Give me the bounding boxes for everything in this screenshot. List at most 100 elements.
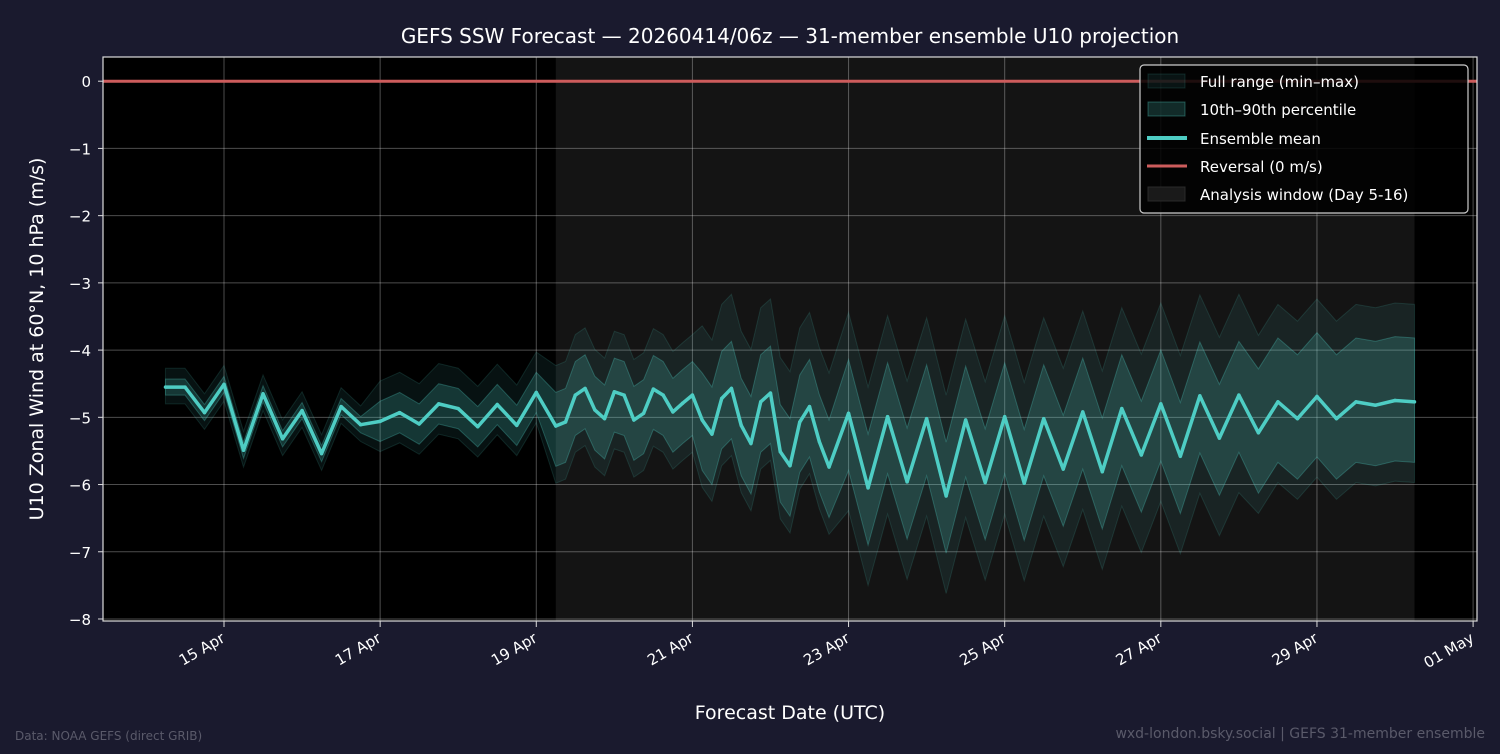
mean-point — [280, 437, 285, 441]
mean-point — [593, 408, 597, 412]
mean-point — [573, 393, 578, 397]
mean-point — [417, 422, 421, 426]
legend-label-mean: Ensemble mean — [1200, 130, 1321, 148]
mean-point — [397, 410, 402, 415]
mean-point — [1159, 402, 1163, 406]
mean-point — [866, 486, 870, 490]
full-range-band — [164, 293, 1416, 594]
mean-point — [680, 401, 685, 405]
mean-point — [1315, 394, 1319, 399]
mean-point — [1198, 394, 1202, 398]
mean-point — [1081, 410, 1085, 414]
mean-point — [1354, 400, 1358, 404]
plot-frame — [102, 56, 1478, 622]
legend-label-range: Full range (min–max) — [1200, 73, 1359, 91]
mean-point — [788, 464, 792, 468]
mean-point — [661, 393, 665, 397]
mean-point — [719, 396, 724, 401]
mean-point — [768, 391, 773, 395]
mean-point — [651, 387, 656, 391]
mean-point — [1276, 400, 1280, 404]
mean-point — [456, 406, 460, 411]
mean-point — [222, 382, 226, 387]
y-tick-label: 0 — [81, 73, 91, 91]
mean-point — [729, 386, 734, 391]
mean-point — [798, 420, 802, 424]
mean-point — [602, 416, 607, 421]
legend-swatch-percentile — [1147, 101, 1186, 117]
mean-point — [759, 400, 763, 404]
legend-swatch-range — [1147, 73, 1186, 89]
mean-point — [846, 411, 851, 415]
mean-point — [495, 402, 499, 407]
mean-point — [739, 423, 743, 428]
mean-point — [163, 385, 168, 389]
mean-point — [1256, 431, 1261, 435]
y-tick-label: −2 — [69, 208, 91, 226]
chart-title: GEFS SSW Forecast — 20260414/06z — 31-me… — [401, 24, 1179, 48]
y-tick-label: −7 — [69, 544, 91, 562]
mean-point — [905, 480, 909, 484]
mean-point — [1042, 416, 1046, 421]
mean-point — [476, 425, 480, 429]
mean-point — [944, 494, 948, 498]
y-tick-label: −4 — [69, 342, 91, 360]
mean-point — [963, 418, 968, 422]
y-tick-label: −5 — [69, 409, 91, 427]
mean-point — [202, 410, 207, 415]
legend: Full range (min–max) 10th–90th percentil… — [1139, 64, 1469, 214]
mean-point — [1393, 398, 1397, 403]
mean-point — [807, 404, 812, 409]
mean-points — [163, 382, 1417, 498]
grid — [103, 57, 1477, 621]
mean-point — [1120, 406, 1124, 411]
mean-point — [700, 418, 704, 422]
legend-swatch-analysis-window — [1147, 186, 1186, 202]
data-source-note: Data: NOAA GEFS (direct GRIB) — [15, 729, 202, 743]
mean-point — [339, 404, 343, 409]
x-axis-label: Forecast Date (UTC) — [695, 702, 885, 724]
mean-point — [300, 408, 304, 413]
mean-point — [924, 416, 929, 421]
mean-point — [641, 411, 646, 415]
mean-point — [983, 480, 987, 485]
mean-point — [1022, 481, 1026, 485]
mean-point — [1334, 416, 1339, 421]
y-tick-label: −6 — [69, 477, 91, 495]
mean-point — [1217, 436, 1222, 440]
mean-point — [1061, 467, 1065, 471]
legend-box — [1139, 64, 1469, 214]
y-tick-label: −8 — [69, 611, 91, 629]
mean-point — [378, 419, 382, 424]
legend-label-percentile: 10th–90th percentile — [1200, 101, 1356, 119]
mean-point — [1373, 403, 1378, 407]
mean-point — [827, 465, 831, 469]
y-tick-label: −3 — [69, 275, 91, 293]
legend-label-reversal: Reversal (0 m/s) — [1200, 158, 1323, 176]
percentile-band — [164, 331, 1416, 554]
credit-note: wxd-london.bsky.social | GEFS 31-member … — [1115, 726, 1485, 742]
mean-point — [261, 392, 265, 396]
mean-point — [885, 414, 890, 419]
mean-point — [241, 448, 246, 452]
mean-point — [1139, 453, 1144, 457]
mean-point — [563, 420, 568, 424]
mean-point — [436, 402, 441, 406]
mean-point — [554, 424, 558, 428]
mean-point — [358, 423, 363, 427]
mean-point — [1178, 454, 1183, 459]
mean-point — [319, 451, 324, 456]
mean-point — [622, 393, 626, 397]
y-tick-label: −1 — [69, 140, 91, 158]
mean-point — [534, 390, 538, 395]
mean-point — [1100, 470, 1104, 474]
mean-point — [632, 418, 636, 422]
mean-point — [583, 386, 587, 391]
mean-point — [690, 393, 695, 397]
y-axis-label: U10 Zonal Wind at 60°N, 10 hPa (m/s) — [26, 158, 48, 521]
y-axis: 0 −1 −2 −3 −4 −5 −6 −7 −8 — [69, 73, 103, 629]
mean-point — [710, 432, 714, 436]
mean-point — [1237, 393, 1241, 397]
mean-point — [183, 385, 187, 389]
